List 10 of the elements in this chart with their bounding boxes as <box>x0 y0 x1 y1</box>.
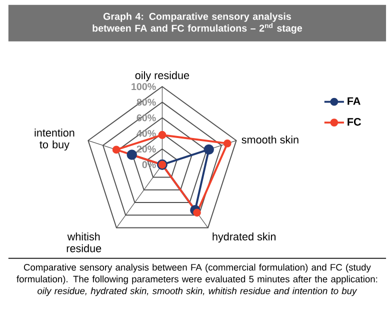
text: Comparative sensory analysis between FA (commercial formulation) and FC (study formulation). The following parameters were evaluated 5 minutes after the application: oily residue, hydrated skin, smooth skin, whitish residue and intention to buy <box>16 264 378 296</box>
chart-title: Graph 4: Comparative sensory analysis between FA and FC formulations – 2$^{nd}$ stage <box>92 12 302 34</box>
spoke-label: oily residue <box>135 71 190 82</box>
spoke-label: smooth skin <box>242 135 298 144</box>
y-tick-label: 100% <box>132 82 156 90</box>
spoke-label: intention to buy <box>34 128 74 150</box>
spoke-label: hydrated skin <box>212 232 276 242</box>
spoke-label: whitish residue <box>66 232 102 252</box>
legend-label: FA <box>348 97 360 105</box>
legend-label: FC <box>348 118 362 126</box>
